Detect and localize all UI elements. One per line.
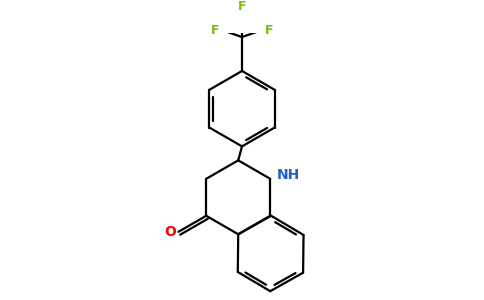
Text: F: F <box>238 0 246 13</box>
Text: F: F <box>265 24 273 37</box>
Text: F: F <box>211 24 219 37</box>
Text: NH: NH <box>277 168 300 182</box>
Text: O: O <box>165 225 177 239</box>
